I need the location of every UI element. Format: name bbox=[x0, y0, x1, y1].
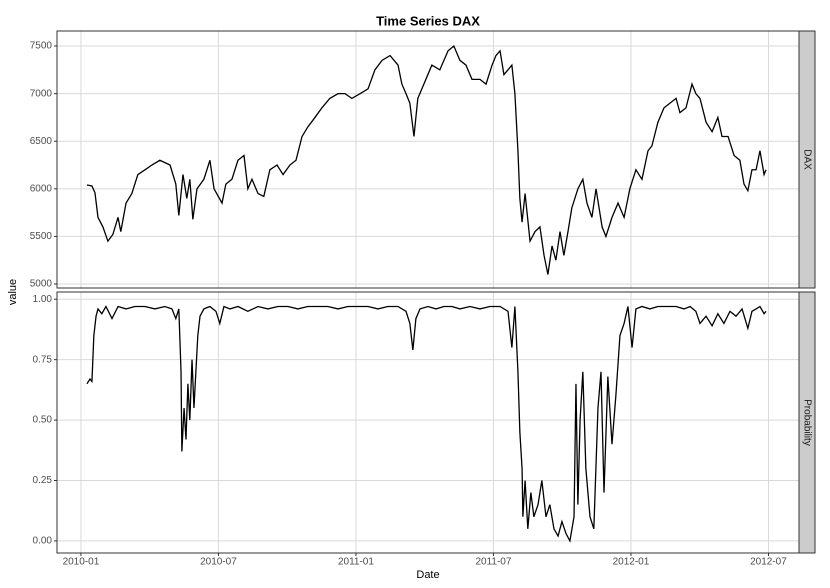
panel-background bbox=[57, 292, 799, 553]
y-tick-label: 6000 bbox=[30, 183, 53, 194]
y-tick-label: 6500 bbox=[30, 136, 53, 147]
y-axis-title: value bbox=[7, 279, 19, 305]
x-tick-label: 2011-07 bbox=[475, 557, 511, 568]
chart-title: Time Series DAX bbox=[376, 13, 480, 28]
y-tick-label: 7500 bbox=[30, 41, 53, 52]
x-tick-label: 2012-01 bbox=[613, 557, 650, 568]
x-axis-title: Date bbox=[416, 569, 439, 581]
x-tick-label: 2010-07 bbox=[200, 557, 237, 568]
y-tick-label: 0.50 bbox=[33, 415, 53, 426]
x-tick-label: 2010-01 bbox=[63, 557, 100, 568]
y-tick-label: 0.00 bbox=[33, 536, 53, 547]
panel-background bbox=[57, 31, 799, 288]
strip bbox=[798, 30, 816, 289]
y-tick-label: 0.25 bbox=[33, 475, 53, 486]
strip-label: DAX bbox=[801, 149, 812, 170]
x-tick-label: 2011-01 bbox=[338, 557, 374, 568]
y-tick-label: 7000 bbox=[30, 88, 53, 99]
y-tick-label: 1.00 bbox=[33, 294, 53, 305]
strip bbox=[798, 291, 816, 554]
y-tick-label: 0.75 bbox=[33, 354, 53, 365]
data-line bbox=[86, 44, 767, 275]
x-tick-label: 2012-07 bbox=[750, 557, 787, 568]
data-line bbox=[86, 305, 767, 543]
y-tick-label: 5500 bbox=[30, 231, 53, 242]
strip-label: Probability bbox=[801, 399, 812, 446]
y-tick-label: 5000 bbox=[30, 279, 53, 290]
